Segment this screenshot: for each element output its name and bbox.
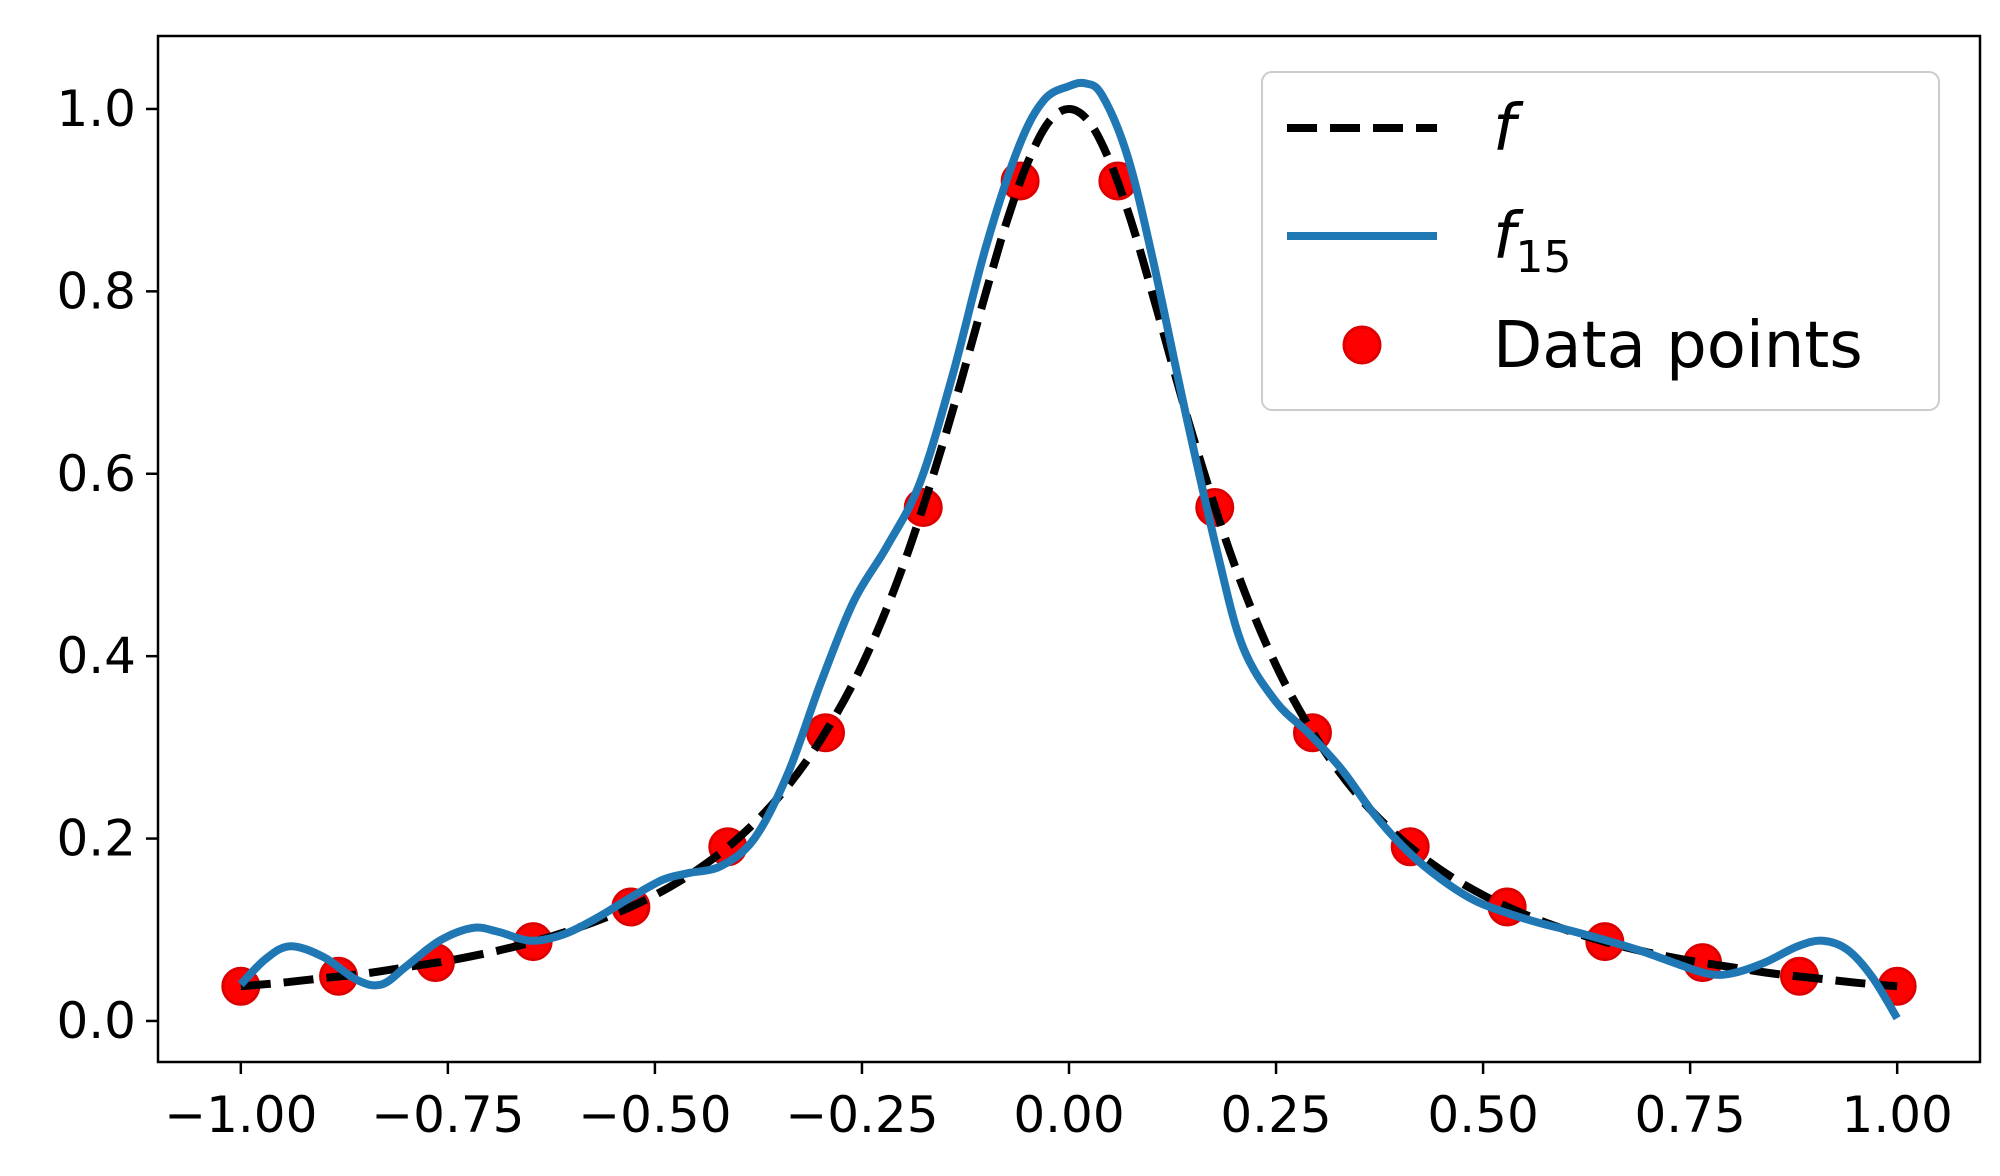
y-tick-label: 0.4: [56, 627, 136, 685]
x-tick-label: 1.00: [1842, 1086, 1953, 1144]
y-tick-label: 0.0: [56, 992, 136, 1050]
y-axis: 0.0 0.2 0.4 0.6 0.8 1.0: [56, 80, 158, 1050]
x-tick-label: 0.75: [1634, 1086, 1745, 1144]
x-tick-label: 0.25: [1220, 1086, 1331, 1144]
y-tick-label: 0.2: [56, 810, 136, 868]
y-tick-label: 0.8: [56, 262, 136, 320]
series-line-f15: [237, 78, 1901, 1021]
x-axis: −1.00 −0.75 −0.50 −0.25 0.00 0.25 0.50 0.75 1.00: [164, 1062, 1953, 1144]
x-tick-label: 0.50: [1427, 1086, 1538, 1144]
x-tick-label: −0.25: [785, 1086, 938, 1144]
legend: f f15 Data points: [1261, 71, 1940, 411]
y-tick-label: 0.6: [56, 445, 136, 503]
plot-series: [221, 78, 1917, 1021]
x-tick-label: −0.50: [578, 1086, 731, 1144]
legend-swatch-data-points: [1342, 325, 1382, 365]
x-tick-label: −0.75: [371, 1086, 524, 1144]
x-tick-label: −1.00: [164, 1086, 317, 1144]
legend-box: [1261, 71, 1940, 411]
legend-label-data-points: Data points: [1493, 309, 1863, 383]
x-tick-label: 0.00: [1013, 1086, 1124, 1144]
y-tick-label: 1.0: [56, 80, 136, 138]
